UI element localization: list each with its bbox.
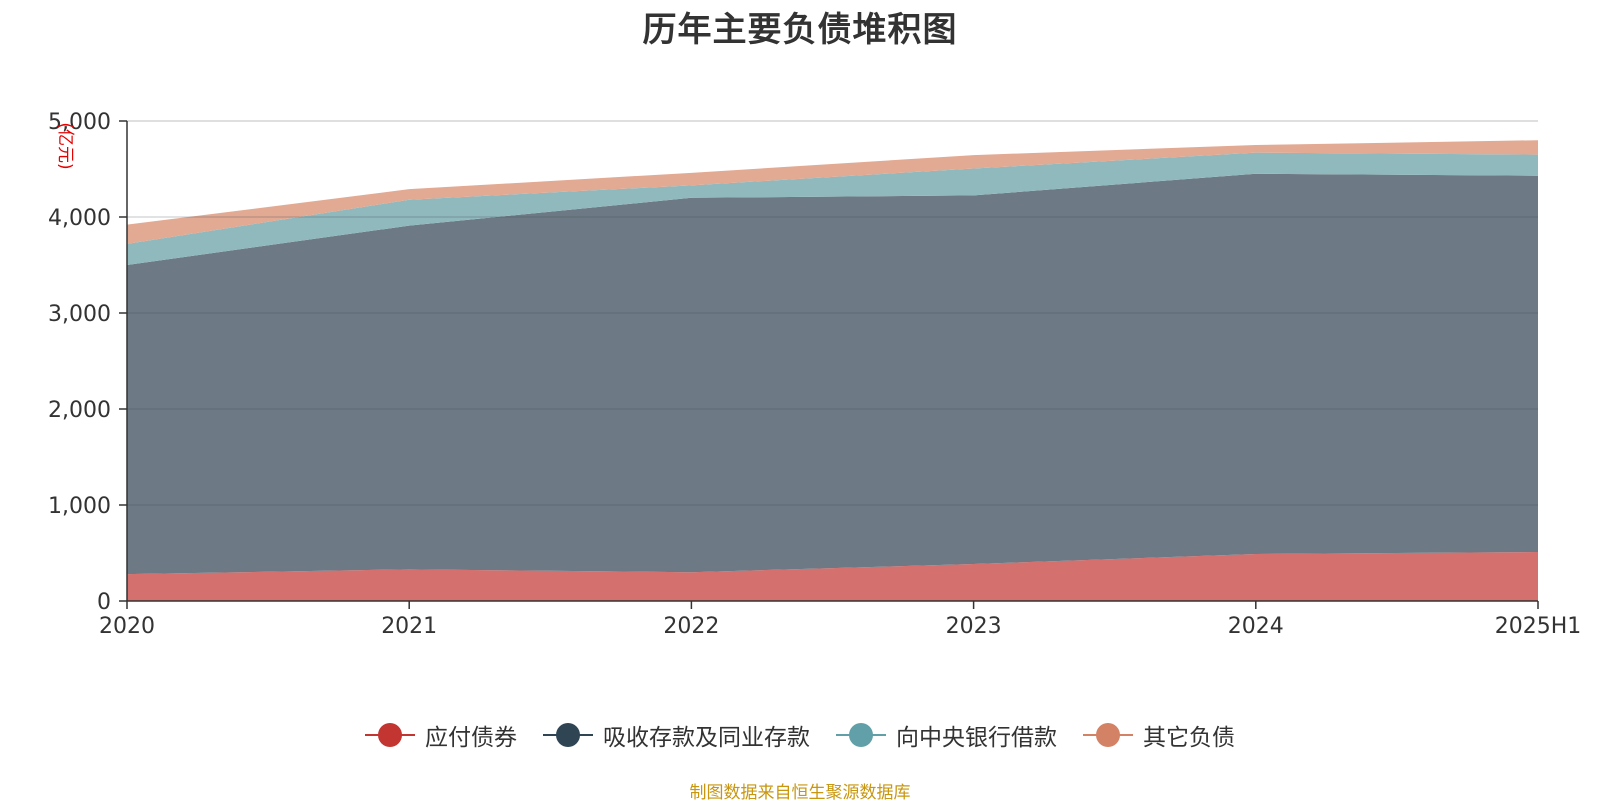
x-tick-label: 2024 — [1228, 614, 1284, 639]
y-axis-unit-label: (亿元) — [55, 122, 75, 169]
y-tick-label: 2,000 — [48, 398, 111, 423]
area-series-1 — [127, 173, 1538, 575]
legend: 应付债券 吸收存款及同业存款 向中央银行借款 其它负债 — [0, 718, 1600, 752]
x-tick-label: 2020 — [99, 614, 155, 639]
x-tick-label: 2021 — [381, 614, 437, 639]
legend-label-bonds-payable: 应付债券 — [425, 725, 517, 751]
area-series-2 — [127, 152, 1538, 265]
y-tick-label: 0 — [97, 590, 111, 615]
legend-symbol-central-bank-borrowings — [836, 722, 886, 748]
x-tick-label: 2025H1 — [1495, 614, 1582, 639]
legend-item-central-bank-borrowings[interactable]: 向中央银行借款 — [836, 718, 1057, 752]
source-note: 制图数据来自恒生聚源数据库 — [689, 783, 911, 803]
y-tick-label: 1,000 — [48, 494, 111, 519]
legend-symbol-bonds-payable — [365, 722, 415, 748]
y-tick-label: 3,000 — [48, 302, 111, 327]
legend-label-deposits: 吸收存款及同业存款 — [603, 725, 810, 751]
legend-item-other-liabilities[interactable]: 其它负债 — [1083, 718, 1235, 752]
legend-symbol-other-liabilities — [1083, 722, 1133, 748]
legend-item-bonds-payable[interactable]: 应付债券 — [365, 718, 517, 752]
y-tick-label: 5,000 — [48, 110, 111, 135]
legend-symbol-deposits — [543, 722, 593, 748]
legend-label-other-liabilities: 其它负债 — [1143, 725, 1235, 751]
stacked-area-chart: 0 1,000 2,000 3,000 4,000 5,000 2020 2021 2022 20… — [48, 110, 1582, 639]
legend-item-deposits[interactable]: 吸收存款及同业存款 — [543, 718, 810, 752]
area-series-3 — [127, 140, 1538, 244]
legend-label-central-bank-borrowings: 向中央银行借款 — [896, 725, 1057, 751]
x-tick-label: 2022 — [663, 614, 719, 639]
y-tick-label: 4,000 — [48, 206, 111, 231]
area-series-0 — [127, 552, 1538, 601]
chart-title: 历年主要负债堆积图 — [642, 10, 958, 50]
x-tick-label: 2023 — [946, 614, 1002, 639]
